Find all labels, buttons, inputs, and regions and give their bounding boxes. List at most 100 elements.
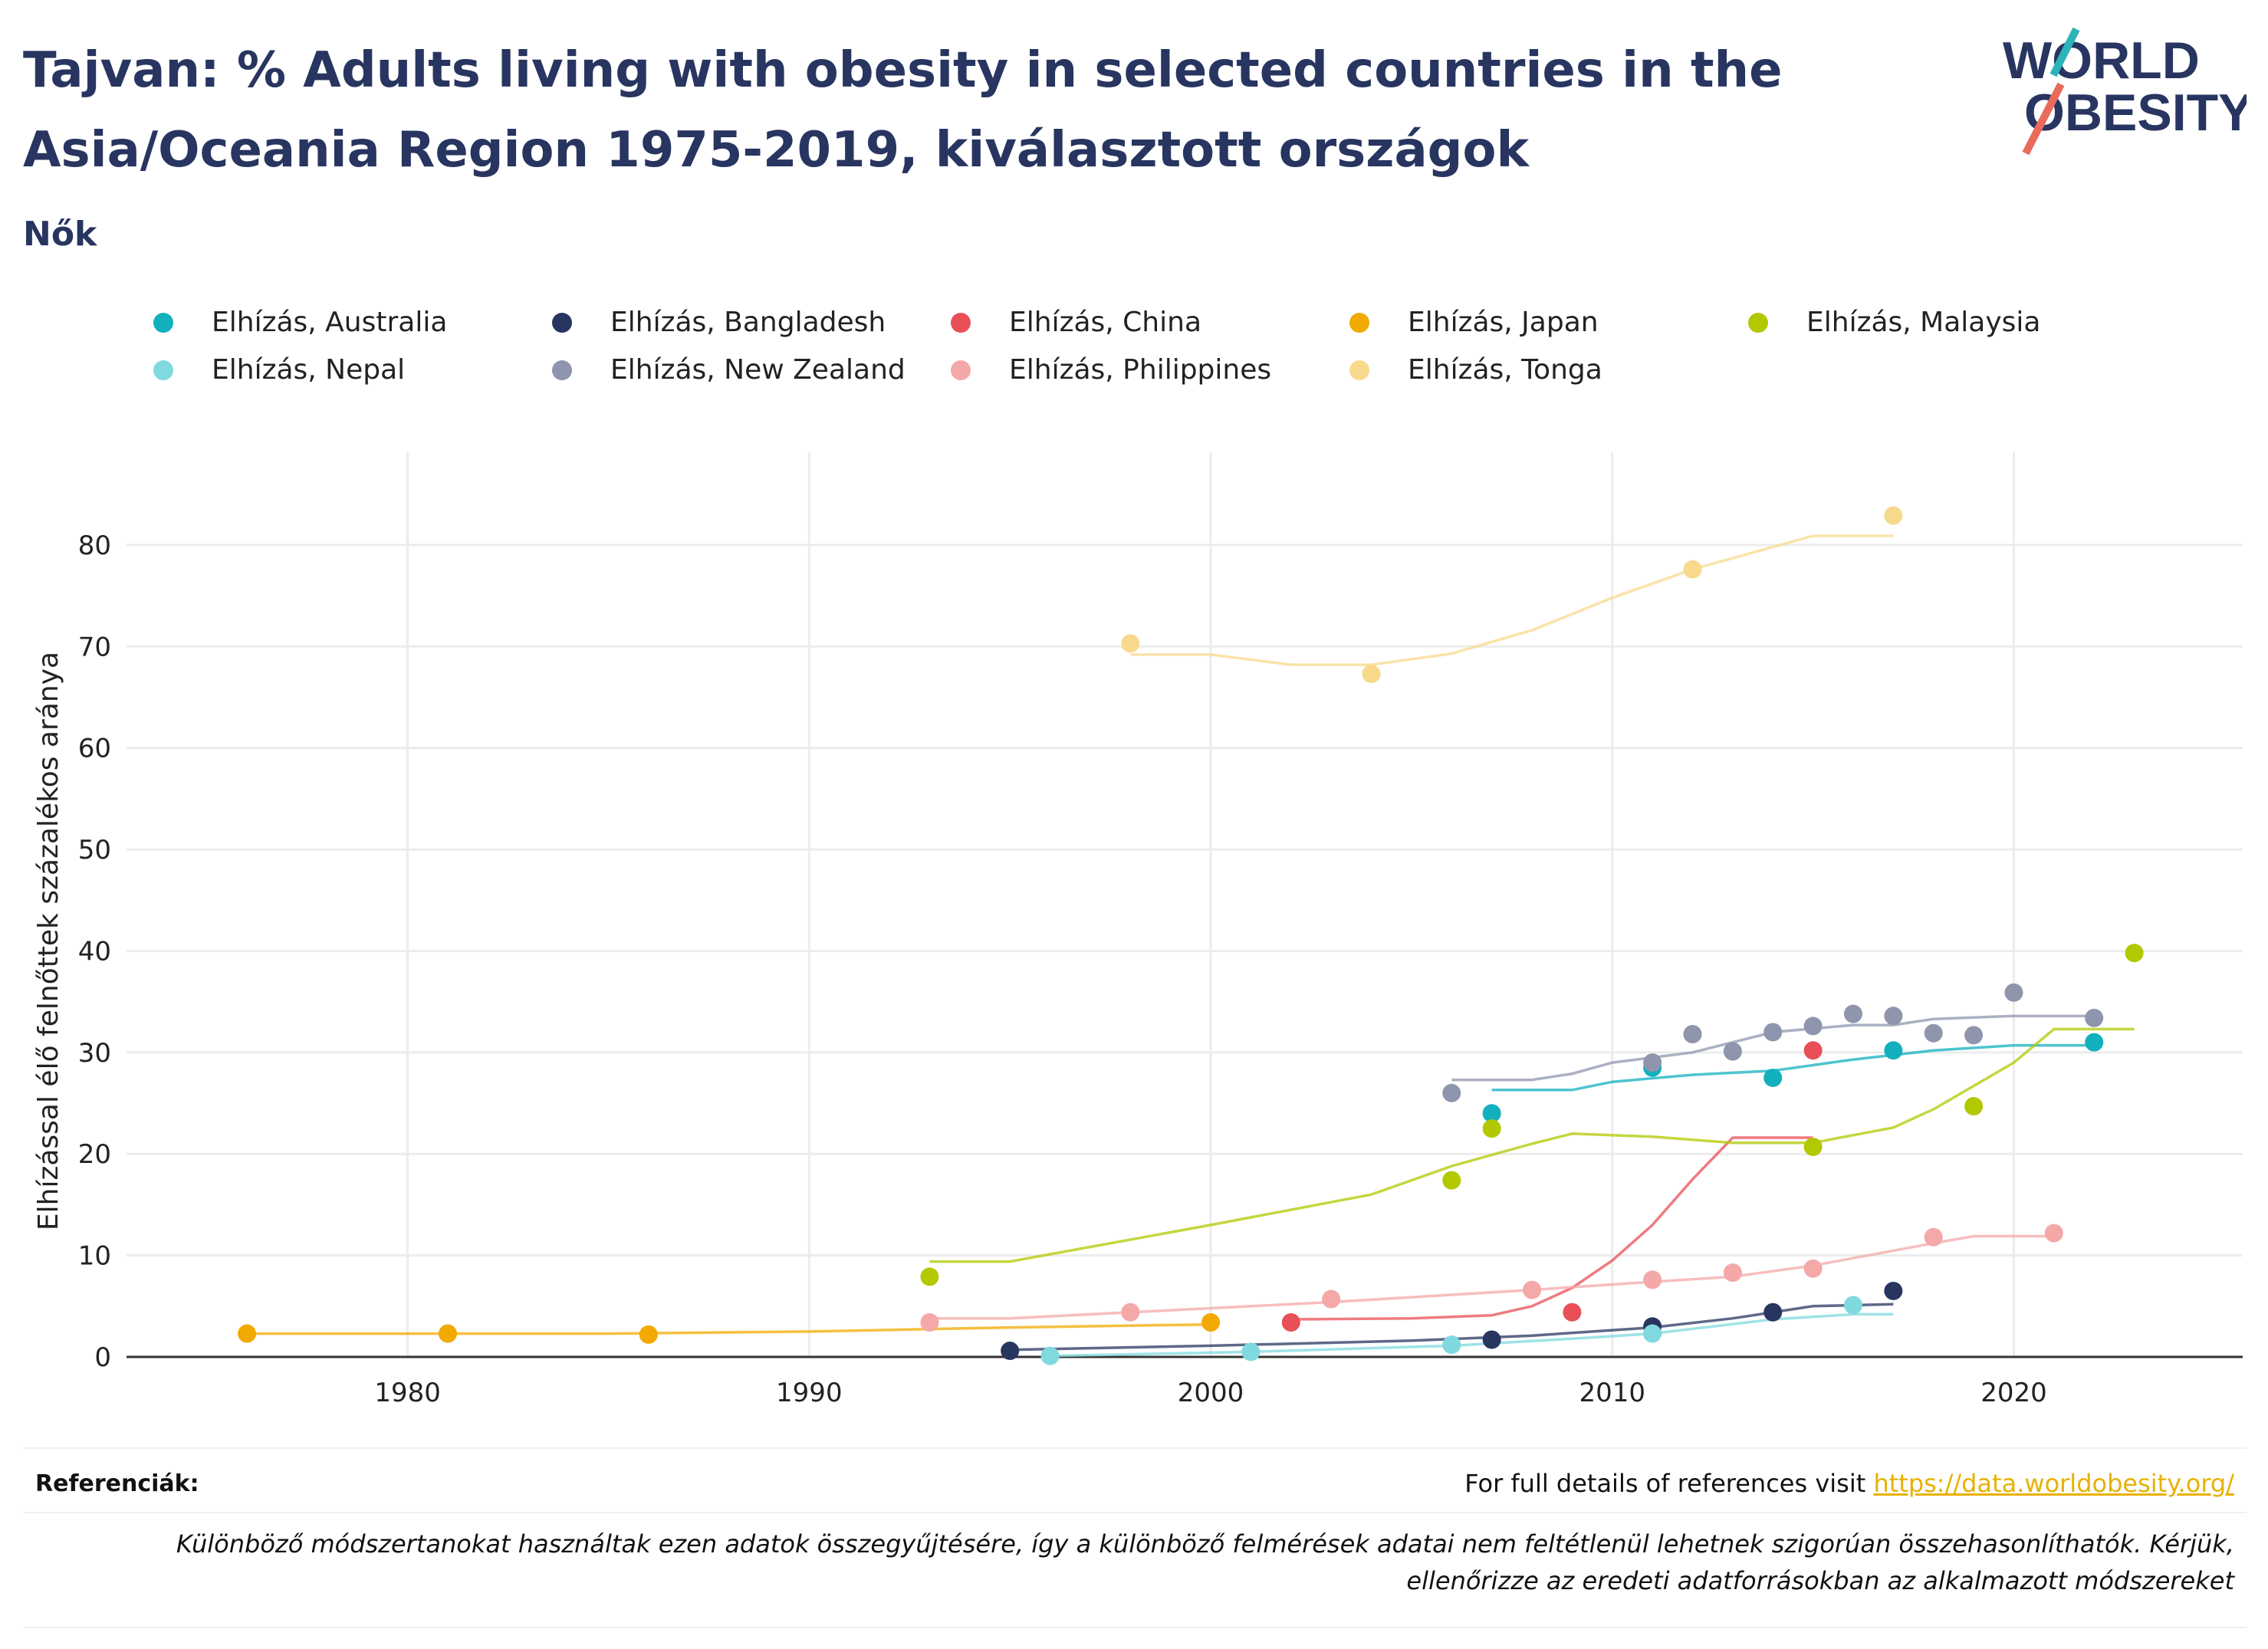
legend-marker — [153, 312, 173, 333]
data-point — [920, 1312, 939, 1332]
legend-marker — [552, 360, 572, 380]
data-point — [1643, 1324, 1662, 1343]
data-point — [1362, 665, 1381, 684]
data-point — [1121, 634, 1140, 653]
data-point — [1201, 1312, 1221, 1332]
footer-divider-3 — [23, 1627, 2247, 1628]
legend-label: Elhízás, Tonga — [1408, 354, 1602, 386]
data-point — [2125, 944, 2144, 963]
logo-slash-coral — [2022, 82, 2065, 156]
y-tick-label: 0 — [94, 1342, 111, 1373]
x-tick-label: 2000 — [1178, 1378, 1244, 1408]
legend-item[interactable]: Elhízás, China — [951, 307, 1201, 338]
data-point — [1803, 1041, 1823, 1060]
data-point — [1482, 1330, 1501, 1349]
data-point — [1523, 1280, 1542, 1299]
data-point — [920, 1267, 939, 1286]
legend-item[interactable]: Elhízás, Japan — [1349, 307, 1599, 338]
data-point — [1763, 1068, 1783, 1087]
legend-item[interactable]: Elhízás, New Zealand — [552, 354, 906, 386]
trend-line — [1130, 534, 1894, 666]
y-tick-label: 80 — [78, 531, 111, 561]
legend-marker — [1349, 360, 1369, 380]
data-point — [1884, 1041, 1903, 1060]
data-point — [1281, 1312, 1300, 1332]
data-point — [1843, 1296, 1862, 1315]
y-tick-label: 20 — [78, 1139, 111, 1170]
data-point — [1924, 1023, 1943, 1043]
data-point — [1322, 1289, 1341, 1309]
data-point — [1121, 1302, 1140, 1322]
chart-title: Tajvan: % Adults living with obesity in … — [23, 42, 1783, 179]
legend-label: Elhízás, Japan — [1408, 307, 1599, 338]
data-point — [1803, 1259, 1823, 1278]
footer-divider-2 — [23, 1512, 2247, 1513]
x-tick-label: 1990 — [776, 1378, 843, 1408]
legend-label: Elhízás, Malaysia — [1806, 307, 2041, 338]
references-prefix: For full details of references visit — [1464, 1469, 1866, 1498]
data-point — [1723, 1263, 1742, 1283]
legend-marker — [951, 312, 971, 333]
data-point — [1803, 1017, 1823, 1036]
legend-label: Elhízás, Bangladesh — [610, 307, 886, 338]
logo-line2: OBESITY — [2024, 84, 2247, 142]
legend-item[interactable]: Elhízás, Nepal — [153, 354, 405, 386]
x-tick-label: 2010 — [1579, 1378, 1645, 1408]
trend-line — [1010, 1302, 1894, 1352]
legend-label: Elhízás, Australia — [212, 307, 448, 338]
trend-line — [247, 1322, 1211, 1335]
data-point — [1884, 1007, 1903, 1026]
legend-label: Elhízás, Nepal — [212, 354, 406, 386]
data-point — [1563, 1302, 1582, 1322]
chart-plot: 0 10 20 30 40 50 60 70 80 1980 1990 2000 2010 2020 Elh… — [33, 452, 2243, 1408]
x-tick-label: 2020 — [1980, 1378, 2047, 1408]
y-tick-label: 70 — [78, 632, 111, 662]
legend-label: Elhízás, New Zealand — [610, 354, 906, 386]
data-point — [1442, 1171, 1461, 1190]
data-point — [1843, 1004, 1862, 1023]
legend-item[interactable]: Elhízás, Tonga — [1349, 354, 1602, 386]
data-point — [1643, 1053, 1662, 1073]
world-obesity-logo: WORLD OBESITY — [2003, 27, 2247, 156]
y-tick-label: 50 — [78, 835, 111, 866]
data-point — [1964, 1097, 1984, 1116]
legend-item[interactable]: Elhízás, Australia — [153, 307, 447, 338]
legend-item[interactable]: Elhízás, Bangladesh — [552, 307, 886, 338]
logo-line1: WORLD — [2003, 31, 2200, 90]
data-point — [1763, 1302, 1783, 1322]
trend-line — [1290, 1136, 1813, 1321]
data-point — [1683, 1025, 1702, 1044]
y-tick-label: 10 — [78, 1241, 111, 1272]
data-point — [1763, 1023, 1783, 1042]
legend-item[interactable]: Elhízás, Philippines — [951, 354, 1271, 386]
data-point — [2085, 1033, 2104, 1052]
data-point — [2044, 1224, 2063, 1243]
methodology-note: Különböző módszertanokat használtak ezen… — [176, 1529, 2234, 1595]
data-point — [639, 1325, 658, 1344]
trend-line — [929, 1027, 2135, 1263]
y-tick-label: 60 — [78, 734, 111, 764]
legend-marker — [552, 312, 572, 333]
data-point — [1683, 560, 1702, 579]
legend-marker — [1349, 312, 1369, 333]
data-point — [1001, 1342, 1020, 1361]
trend-line — [1451, 1014, 2095, 1082]
data-point — [1723, 1042, 1742, 1061]
legend-item[interactable]: Elhízás, Malaysia — [1748, 307, 2040, 338]
references-label: Referenciák: — [35, 1470, 199, 1497]
y-tick-label: 30 — [78, 1038, 111, 1069]
references-link[interactable]: https://data.worldobesity.org/ — [1873, 1469, 2234, 1498]
data-point — [1241, 1342, 1261, 1362]
data-point — [1803, 1137, 1823, 1156]
data-point — [1442, 1335, 1461, 1355]
data-point — [1482, 1104, 1501, 1123]
logo-slash-teal — [2049, 27, 2080, 77]
trend-line — [929, 1234, 2054, 1320]
references-text: For full details of references visit htt… — [1464, 1469, 2234, 1498]
data-point — [1884, 506, 1903, 525]
footer-divider — [23, 1447, 2247, 1449]
data-point — [438, 1324, 457, 1343]
data-point — [1643, 1270, 1662, 1289]
legend-marker — [951, 360, 971, 380]
data-point — [238, 1324, 257, 1343]
